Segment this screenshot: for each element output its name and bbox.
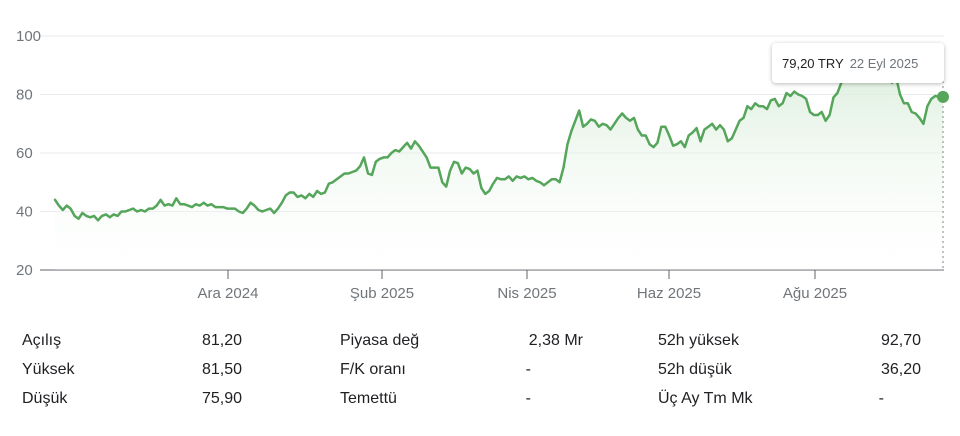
stat-value: 75,90 bbox=[201, 390, 242, 407]
stat-row-high: Yüksek 81,50 bbox=[22, 359, 242, 381]
x-tick-label: Ara 2024 bbox=[198, 285, 259, 302]
y-tick-label: 20 bbox=[16, 262, 33, 279]
stat-label: 52h düşük bbox=[658, 361, 732, 378]
x-tick-label: Haz 2025 bbox=[637, 285, 701, 302]
stat-value: 2,38 Mr bbox=[528, 332, 583, 349]
price-chart[interactable]: 20 40 60 80 100 Ara 2024 Şub 2025 Nis 2025 Haz … bbox=[0, 0, 960, 310]
stat-row-dividend: Temettü - bbox=[340, 388, 531, 410]
stat-value: 36,20 bbox=[880, 361, 921, 378]
stat-row-pe-ratio: F/K oranı - bbox=[340, 359, 531, 381]
stat-label: 52h yüksek bbox=[658, 332, 739, 349]
stat-row-52w-high: 52h yüksek 92,70 bbox=[658, 330, 921, 352]
price-area bbox=[55, 57, 943, 271]
stat-row-52w-low: 52h düşük 36,20 bbox=[658, 359, 921, 381]
x-tick-label: Şub 2025 bbox=[350, 285, 414, 302]
last-point-marker bbox=[937, 90, 949, 103]
stat-label: Üç Ay Tm Mk bbox=[658, 390, 753, 407]
y-axis: 20 40 60 80 100 bbox=[16, 28, 41, 279]
stat-row-open: Açılış 81,20 bbox=[22, 330, 242, 352]
stat-label: Düşük bbox=[22, 390, 68, 407]
stat-label: Yüksek bbox=[22, 361, 75, 378]
x-tick-label: Nis 2025 bbox=[497, 285, 556, 302]
stat-row-low: Düşük 75,90 bbox=[22, 388, 242, 410]
stat-value: 81,20 bbox=[201, 332, 242, 349]
x-tick-label: Ağu 2025 bbox=[783, 285, 847, 302]
y-tick-label: 100 bbox=[16, 28, 41, 45]
tooltip-date: 22 Eyl 2025 bbox=[849, 55, 919, 71]
stat-label: F/K oranı bbox=[340, 361, 406, 378]
x-axis: Ara 2024 Şub 2025 Nis 2025 Haz 2025 Ağu 2025 bbox=[198, 270, 847, 302]
stat-value: - bbox=[525, 390, 531, 407]
tooltip-price: 79,20 TRY bbox=[782, 55, 844, 71]
stat-value: - bbox=[525, 361, 531, 378]
stat-label: Piyasa değ bbox=[340, 332, 420, 349]
stat-row-market-cap: Piyasa değ 2,38 Mr bbox=[340, 330, 583, 352]
price-tooltip: 79,20 TRY 22 Eyl 2025 bbox=[772, 43, 944, 83]
stat-label: Temettü bbox=[340, 390, 397, 407]
stat-label: Açılış bbox=[22, 332, 62, 349]
stat-value: 81,50 bbox=[201, 361, 242, 378]
y-tick-label: 40 bbox=[16, 204, 33, 221]
y-tick-label: 80 bbox=[16, 87, 33, 104]
price-line bbox=[53, 56, 945, 222]
y-tick-label: 60 bbox=[16, 145, 33, 162]
stat-value: - bbox=[878, 390, 884, 407]
stat-value: 92,70 bbox=[880, 332, 921, 349]
stat-row-avg-volume: Üç Ay Tm Mk - bbox=[658, 388, 884, 410]
